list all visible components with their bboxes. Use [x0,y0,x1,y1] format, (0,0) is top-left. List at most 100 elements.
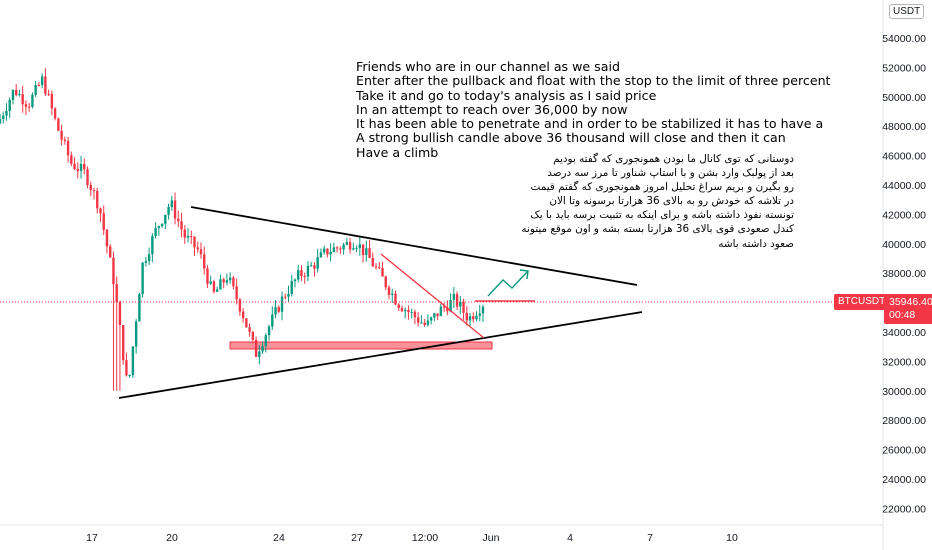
candle-body [134,321,138,347]
candle-body [426,320,430,325]
candle-body [40,76,44,86]
candle-body [429,317,433,321]
candle-body [446,307,449,312]
candle-body [468,316,472,321]
candle-body [378,267,381,269]
candle-body [322,248,326,253]
candle-body [203,254,206,269]
price-tick-label: 34000.00 [882,327,926,339]
price-axis[interactable]: 54000.00 52000.00 50000.00 48000.00 46000.00… [882,33,926,515]
annotation-line: دوستانی که توی کانال ما بودن همونجوری که… [553,153,794,165]
candle-body [309,265,313,267]
candle-body [245,318,248,328]
candle-body [151,236,154,255]
annotation-line: Take it and go to today's analysis as I … [356,87,657,103]
candle-body [436,313,439,316]
candle-body [274,307,277,315]
candle-body [183,229,186,238]
candle-body [387,287,391,295]
candle-body [177,218,180,222]
lower-trendline[interactable] [118,311,643,399]
candle-body [280,296,284,312]
candle-body [290,281,293,294]
candle-body [332,247,336,252]
annotation-line: Enter after the pullback and float with … [356,73,831,89]
candle-body [404,309,407,312]
candle-body [215,289,219,292]
candle-body [400,308,404,312]
candle-body [160,223,164,227]
candle-body [2,115,5,119]
price-tick-label: 24000.00 [882,474,926,486]
candle-body [465,312,468,321]
candle-body [105,229,109,247]
candle-body [235,286,238,300]
annotation-line: رو بگیرن و بریم سراغ تحلیل امروز همونجور… [530,181,795,194]
candle-body [316,257,319,269]
candle-body [423,322,426,325]
candle-body [410,311,413,313]
candle-body [63,139,67,141]
candle-body [449,299,452,312]
symbol-badge: BTCUSDT [834,294,890,310]
candle-body [222,279,225,283]
candle-body [371,257,374,267]
candle-body [339,248,342,250]
candle-body [335,247,339,249]
candle-body [31,94,34,107]
price-tick-label: 48000.00 [882,121,926,133]
support-zone[interactable] [229,341,493,350]
price-badge: 35946.40 00:48 [884,294,932,324]
annotation-persian[interactable]: دوستانی که توی کانال ما بودن همونجوری که… [521,152,795,251]
annotation-english[interactable]: Friends who are in our channel as we sai… [356,59,831,160]
candle-body [228,277,232,281]
price-tick-label: 42000.00 [882,209,926,221]
candle-body [157,226,161,228]
candle-body [141,262,144,295]
candle-body [144,261,148,263]
candle-body [420,322,423,324]
time-tick-label: 20 [166,532,178,544]
upper-trendline[interactable] [190,206,638,286]
candle-body [196,247,199,250]
projection-arrow[interactable] [487,270,529,297]
candle-body [271,314,274,327]
candle-body [251,331,255,340]
candle-body [439,306,443,316]
short-resistance-line[interactable] [380,253,485,339]
candle-body [180,221,183,230]
price-tick-label: 44000.00 [882,180,926,192]
candle-body [125,360,128,376]
annotation-line: بعد از پولبک وارد بشن و با استاپ شناور ت… [547,167,794,180]
candle-body [264,335,268,347]
candle-body [53,108,57,119]
time-axis[interactable]: 17 20 24 27 12:00 Jun 4 7 10 [86,532,738,544]
annotation-line: در تلاشه که خودش رو به بالای 36 هزارتا ب… [549,195,794,208]
candle-body [361,244,365,256]
annotation-line: Have a climb [356,144,439,160]
candle-body [76,168,79,171]
candle-body [109,246,112,258]
candle-body [355,248,358,250]
candle-body [391,293,394,295]
candle-body [232,277,235,287]
last-price: 35946.40 [889,296,932,308]
candle-body [128,374,131,376]
price-tick-label: 28000.00 [882,415,926,427]
candle-body [164,214,167,224]
candle-body [27,106,31,108]
arrowhead-icon [519,269,529,280]
candle-body [96,190,99,209]
time-tick-label: 24 [273,532,285,544]
price-tick-label: 26000.00 [882,445,926,457]
annotation-line: Friends who are in our channel as we sai… [356,59,620,74]
candle-body [112,257,115,285]
candle-body [352,248,355,250]
currency-selector[interactable]: USDT [889,4,925,19]
candle-body [261,346,264,352]
candle-body [44,76,47,94]
candle-body [345,242,349,245]
countdown: 00:48 [889,309,916,321]
candle-body [319,252,323,258]
